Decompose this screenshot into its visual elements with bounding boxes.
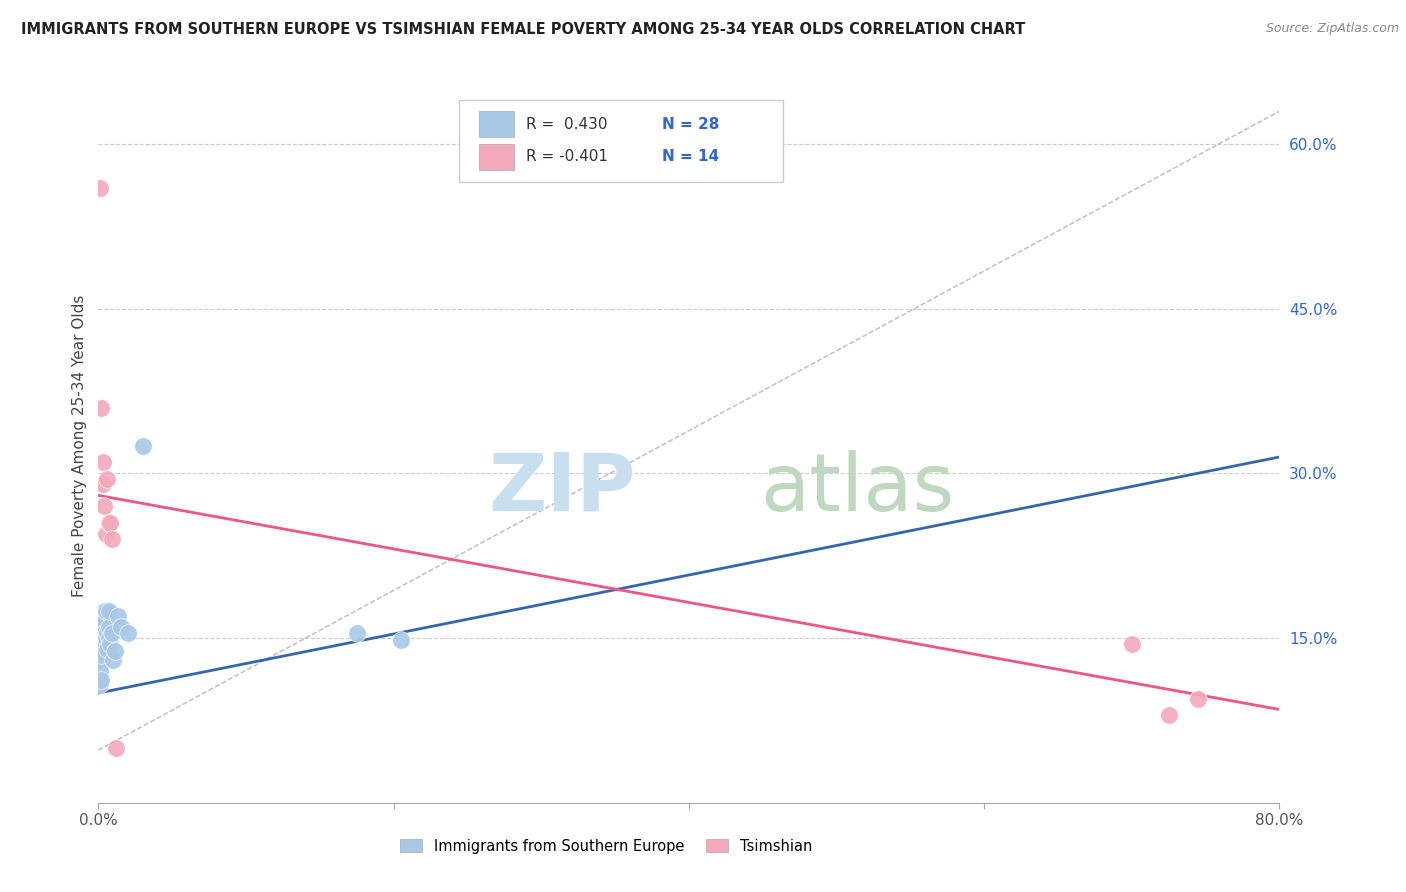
Point	[94, 631, 117, 645]
Point	[1157, 708, 1180, 723]
Point	[89, 653, 111, 667]
Point	[97, 516, 120, 530]
Point	[91, 477, 114, 491]
Point	[132, 439, 155, 453]
Point	[89, 181, 111, 195]
Point	[105, 740, 128, 755]
Point	[91, 633, 114, 648]
Point	[104, 644, 127, 658]
Point	[97, 631, 120, 645]
Text: atlas: atlas	[759, 450, 955, 528]
Legend: Immigrants from Southern Europe, Tsimshian: Immigrants from Southern Europe, Tsimshi…	[395, 833, 818, 860]
Point	[1187, 691, 1209, 706]
Point	[117, 625, 139, 640]
FancyBboxPatch shape	[478, 145, 515, 169]
Point	[346, 625, 368, 640]
Point	[93, 615, 115, 629]
Point	[90, 673, 112, 687]
Point	[90, 637, 112, 651]
Point	[90, 401, 112, 415]
Point	[110, 620, 132, 634]
Point	[89, 677, 111, 691]
Point	[91, 455, 114, 469]
Point	[97, 604, 120, 618]
Point	[107, 609, 129, 624]
Text: N = 14: N = 14	[662, 150, 718, 164]
Point	[100, 533, 122, 547]
Point	[98, 516, 121, 530]
Point	[90, 648, 112, 662]
Text: ZIP: ZIP	[488, 450, 636, 528]
Text: N = 28: N = 28	[662, 117, 718, 132]
Point	[97, 620, 120, 634]
Point	[96, 625, 118, 640]
Point	[93, 625, 115, 640]
Point	[93, 500, 115, 514]
Point	[103, 653, 125, 667]
Point	[1121, 637, 1143, 651]
Point	[94, 604, 117, 618]
Point	[98, 637, 121, 651]
Point	[96, 472, 118, 486]
Point	[100, 625, 122, 640]
Text: R = -0.401: R = -0.401	[526, 150, 607, 164]
Point	[94, 526, 117, 541]
Point	[89, 664, 111, 678]
Point	[93, 604, 115, 618]
Point	[91, 620, 114, 634]
Text: R =  0.430: R = 0.430	[526, 117, 607, 132]
Text: Source: ZipAtlas.com: Source: ZipAtlas.com	[1265, 22, 1399, 36]
FancyBboxPatch shape	[478, 112, 515, 137]
FancyBboxPatch shape	[458, 100, 783, 182]
Point	[389, 633, 412, 648]
Y-axis label: Female Poverty Among 25-34 Year Olds: Female Poverty Among 25-34 Year Olds	[72, 295, 87, 597]
Point	[96, 642, 118, 657]
Text: IMMIGRANTS FROM SOUTHERN EUROPE VS TSIMSHIAN FEMALE POVERTY AMONG 25-34 YEAR OLD: IMMIGRANTS FROM SOUTHERN EUROPE VS TSIMS…	[21, 22, 1025, 37]
